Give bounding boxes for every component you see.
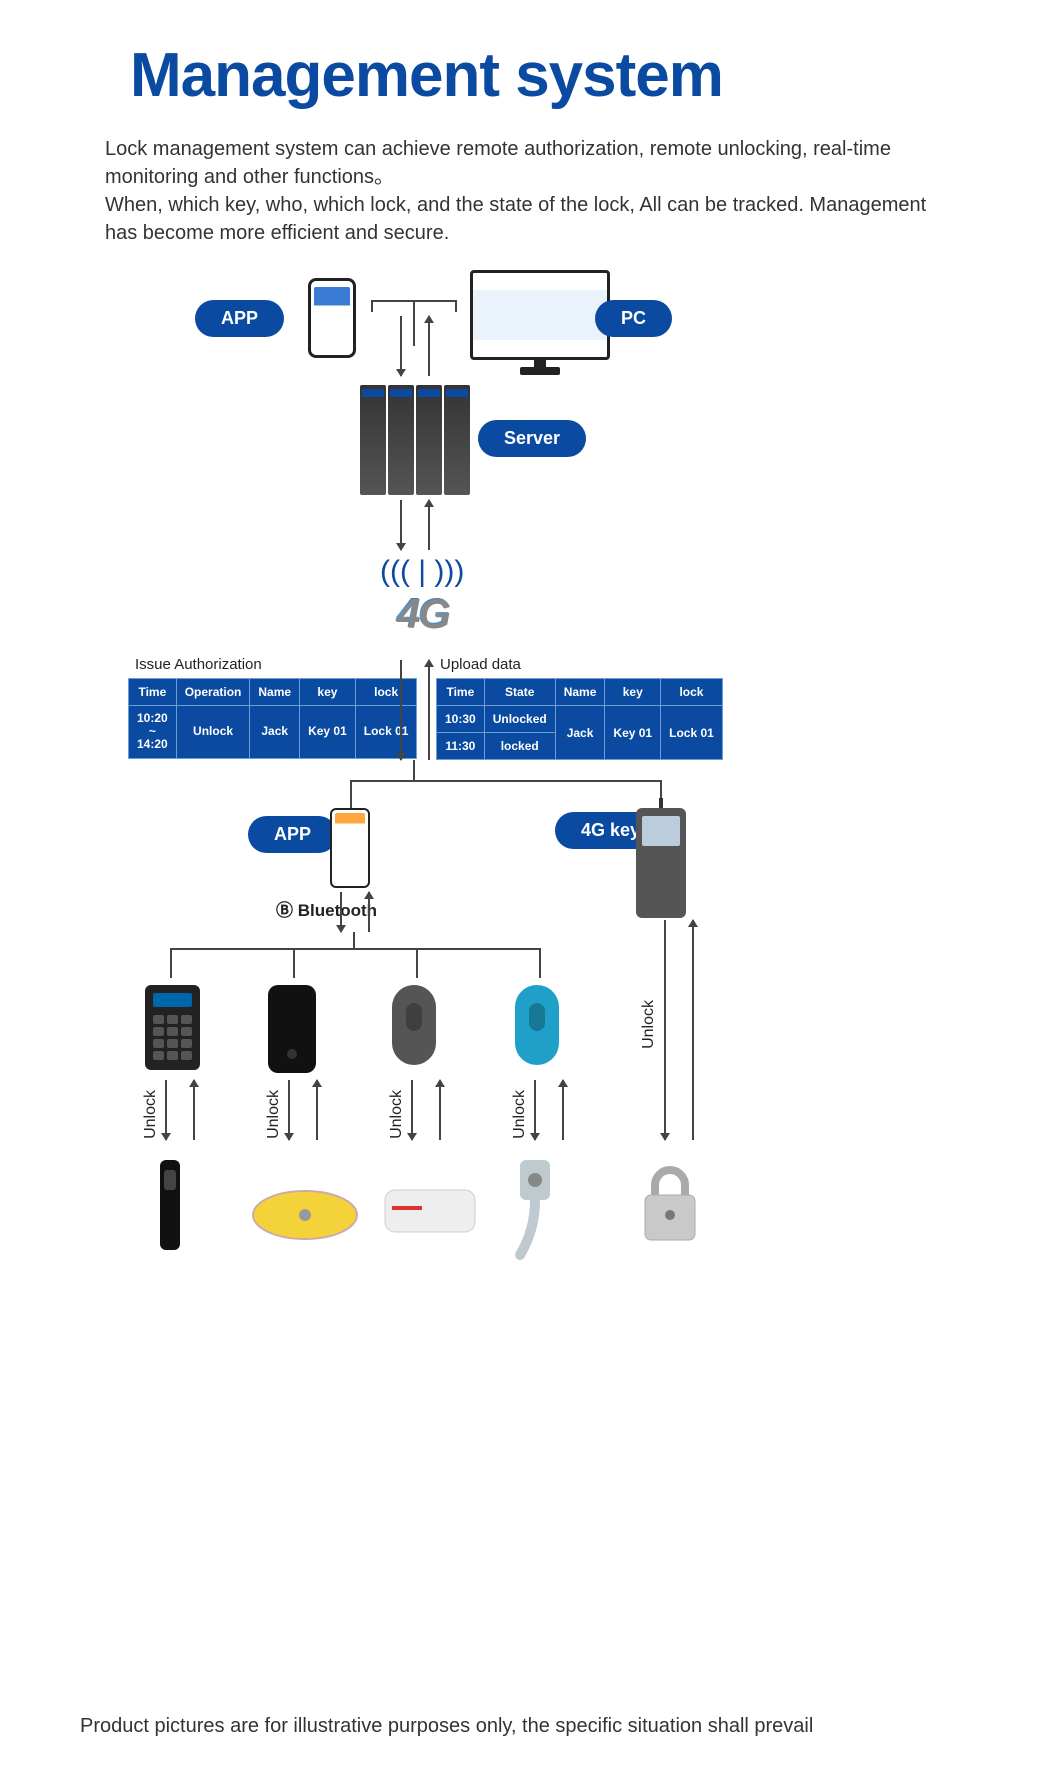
unlock-label: Unlock: [142, 1090, 160, 1139]
table-cell: Unlocked: [484, 706, 555, 733]
table-cell: locked: [484, 733, 555, 760]
table-cell: Key 01: [605, 706, 661, 760]
table-header: Name: [555, 679, 605, 706]
table-header: Name: [250, 679, 300, 706]
key-device-icon: [268, 985, 316, 1073]
arrow-line: [170, 948, 540, 950]
upload-data-table: TimeStateNamekeylock 10:30UnlockedJackKey…: [436, 678, 723, 760]
table-header: Time: [437, 679, 485, 706]
table-left-title: Issue Authorization: [135, 656, 262, 673]
table-header: key: [605, 679, 661, 706]
bidir-arrow-icon: [340, 892, 370, 932]
app-pill-mid: APP: [248, 816, 337, 853]
unlock-label-4gkey: Unlock: [640, 1000, 658, 1049]
table-cell: Unlock: [176, 706, 250, 759]
arrow-line: [455, 300, 457, 312]
issue-authorization-table: TimeOperationNamekeylock10:20 ~ 14:20Unl…: [128, 678, 417, 759]
key-device-icon: [392, 985, 436, 1065]
footer-note: Product pictures are for illustrative pu…: [80, 1715, 813, 1738]
table-cell: 10:30: [437, 706, 485, 733]
table-header: Time: [129, 679, 177, 706]
bidir-arrow-icon: [534, 1080, 564, 1140]
arrow-line: [371, 300, 456, 302]
table-cell: 11:30: [437, 733, 485, 760]
desc-line-1: Lock management system can achieve remot…: [105, 135, 955, 191]
bidir-arrow-icon: [400, 316, 430, 376]
bidir-arrow-icon: [400, 660, 430, 760]
bidir-arrow-icon: [400, 500, 430, 550]
arrow-line: [371, 300, 373, 312]
table-right-title: Upload data: [440, 656, 521, 673]
app-pill-top: APP: [195, 300, 284, 337]
server-pill: Server: [478, 420, 586, 457]
key-device-icon: [515, 985, 559, 1065]
arrow-line: [350, 780, 660, 782]
table-cell: Jack: [250, 706, 300, 759]
lock-device-icon: [500, 1160, 570, 1270]
bidir-arrow-icon: [288, 1080, 318, 1140]
table-header: State: [484, 679, 555, 706]
table-cell: 10:20 ~ 14:20: [129, 706, 177, 759]
server-icon: [360, 385, 470, 495]
table-header: lock: [661, 679, 723, 706]
fourg-tower-icon: ((( | ))) 4G: [380, 555, 464, 637]
bidir-arrow-icon: [664, 920, 694, 1140]
unlock-label: Unlock: [388, 1090, 406, 1139]
bidir-arrow-icon: [165, 1080, 195, 1140]
lock-device-icon: [250, 1175, 360, 1245]
pc-pill: PC: [595, 300, 672, 337]
arrow-line: [350, 780, 352, 810]
lock-device-icon: [635, 1160, 705, 1250]
description: Lock management system can achieve remot…: [105, 135, 955, 247]
lock-device-icon: [150, 1160, 190, 1270]
key-device-icon: [145, 985, 200, 1070]
desc-line-2: When, which key, who, which lock, and th…: [105, 191, 955, 247]
arrow-line: [353, 932, 355, 948]
arrow-line: [413, 760, 415, 780]
unlock-label: Unlock: [265, 1090, 283, 1139]
page-title: Management system: [130, 40, 723, 111]
phone-icon-top: [308, 278, 356, 358]
fourg-key-device-icon: [636, 808, 686, 918]
table-header: key: [300, 679, 356, 706]
arrow-line: [416, 948, 418, 978]
phone-icon-mid: [330, 808, 370, 888]
arrow-line: [170, 948, 172, 978]
lock-device-icon: [380, 1180, 480, 1240]
pc-monitor-icon: [470, 270, 610, 360]
table-header: Operation: [176, 679, 250, 706]
table-cell: Key 01: [300, 706, 356, 759]
table-cell: Lock 01: [661, 706, 723, 760]
unlock-label: Unlock: [511, 1090, 529, 1139]
table-cell: Jack: [555, 706, 605, 760]
bluetooth-icon: Ⓑ: [276, 901, 293, 920]
arrow-line: [293, 948, 295, 978]
bidir-arrow-icon: [411, 1080, 441, 1140]
arrow-line: [539, 948, 541, 978]
